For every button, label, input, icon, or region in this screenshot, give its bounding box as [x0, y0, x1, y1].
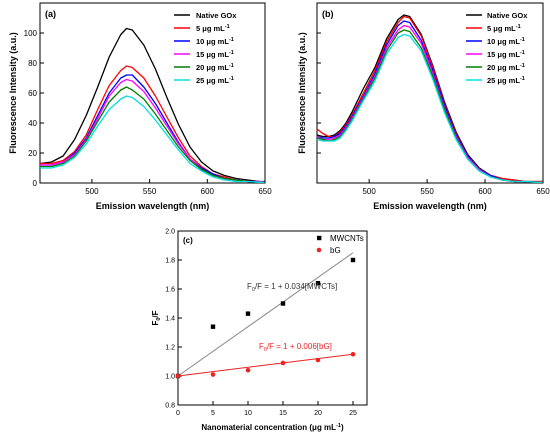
panel-label: (c) — [183, 236, 193, 245]
data-point-0 — [350, 257, 356, 263]
legend-label: 25 μg mL-1 — [196, 76, 234, 85]
data-point-1 — [280, 360, 286, 366]
panel-label: (a) — [45, 9, 56, 19]
y-tick-label: 1.6 — [165, 287, 175, 294]
panel-label: (b) — [322, 9, 334, 19]
data-point-1 — [210, 372, 216, 377]
x-axis-label: Emission wavelength (nm) — [373, 201, 487, 211]
panel-0: 500 550 600 650 0 20 40 60 80 100 (a) Native GOx 5 μ… — [8, 2, 272, 211]
x-axis-label: Nanomaterial concentration (μg mL-1) — [201, 423, 344, 432]
panel-2: 0 5 10 15 20 25 0.8 1.0 1.2 1.4 1.6 1.8 2.0 F0/F = 1 … — [151, 229, 368, 432]
y-tick-label: 60 — [28, 89, 37, 98]
y-tick-label: 1.4 — [165, 316, 175, 323]
series-line-5 — [40, 95, 265, 183]
x-tick-label: 500 — [85, 187, 99, 196]
series-line-1 — [316, 15, 543, 183]
x-tick-label: 15 — [279, 410, 287, 417]
legend-label: 5 μg mL-1 — [487, 24, 521, 33]
data-point-0 — [315, 281, 321, 286]
y-tick-label: 20 — [28, 149, 37, 158]
legend-label: MWCNTs — [330, 234, 364, 243]
data-point-0 — [245, 311, 251, 316]
series-line-0 — [39, 27, 265, 183]
legend-label: 15 μg mL-1 — [487, 50, 525, 59]
y-tick-label: 0 — [33, 179, 38, 188]
x-tick-label: 550 — [420, 187, 434, 196]
x-tick-label: 650 — [258, 187, 272, 196]
x-tick-label: 0 — [176, 410, 180, 417]
x-tick-label: 500 — [362, 187, 376, 196]
legend-label: 20 μg mL-1 — [196, 63, 234, 72]
series-line-3 — [40, 78, 266, 183]
legend-label: 25 μg mL-1 — [487, 76, 525, 85]
y-tick-label: 1.0 — [165, 374, 175, 381]
fit-annotation: F0/F = 1 + 0.006[bG] — [259, 342, 332, 353]
x-tick-label: 600 — [478, 187, 492, 196]
legend-label: 10 μg mL-1 — [196, 37, 234, 46]
legend-label: 10 μg mL-1 — [487, 37, 525, 46]
data-point-1 — [315, 357, 321, 363]
data-point-1 — [245, 367, 251, 373]
series-line-4 — [40, 86, 265, 183]
y-tick-label: 1.2 — [165, 345, 175, 352]
y-tick-label: 80 — [28, 59, 37, 68]
data-point-0 — [210, 324, 216, 329]
x-axis-label: Emission wavelength (nm) — [96, 201, 210, 211]
y-axis-label: Fluorescence Intensity (a.u.) — [297, 32, 307, 154]
y-tick-label: 0.8 — [165, 403, 175, 410]
data-point-1 — [350, 351, 356, 357]
x-tick-label: 10 — [244, 410, 252, 417]
fit-annotation: F0/F = 1 + 0.034[MWCTs] — [247, 282, 337, 293]
legend-label: Native GOx — [196, 11, 237, 20]
legend-label: bG — [330, 246, 341, 255]
legend-label: 5 μg mL-1 — [196, 24, 230, 33]
x-tick-label: 600 — [201, 187, 215, 196]
series-line-1 — [40, 65, 266, 183]
panel-1: 500 550 600 650 (b) Native GOx 5 μg mL-1 10 μg … — [297, 2, 550, 211]
legend-marker — [316, 247, 322, 253]
legend-label: Native GOx — [487, 11, 528, 20]
x-tick-label: 20 — [314, 410, 322, 417]
y-tick-label: 1.8 — [165, 258, 175, 265]
y-axis-label: F0/F — [151, 310, 162, 325]
x-tick-label: 550 — [143, 187, 157, 196]
fit-line-0 — [177, 252, 354, 377]
x-tick-label: 5 — [211, 410, 215, 417]
x-tick-label: 650 — [536, 187, 550, 196]
y-tick-label: 2.0 — [165, 229, 175, 236]
y-tick-label: 40 — [28, 119, 37, 128]
series-line-5 — [316, 33, 543, 183]
x-tick-label: 25 — [349, 410, 357, 417]
data-point-0 — [280, 301, 286, 306]
fit-line-1 — [177, 353, 354, 377]
data-point-1 — [175, 373, 181, 379]
legend-marker — [317, 235, 322, 241]
plot-frame — [177, 230, 368, 406]
legend-label: 20 μg mL-1 — [487, 63, 525, 72]
y-axis-label: Fluorescence Intensity (a.u.) — [8, 32, 18, 154]
legend-label: 15 μg mL-1 — [196, 50, 234, 59]
y-tick-label: 100 — [24, 29, 38, 38]
